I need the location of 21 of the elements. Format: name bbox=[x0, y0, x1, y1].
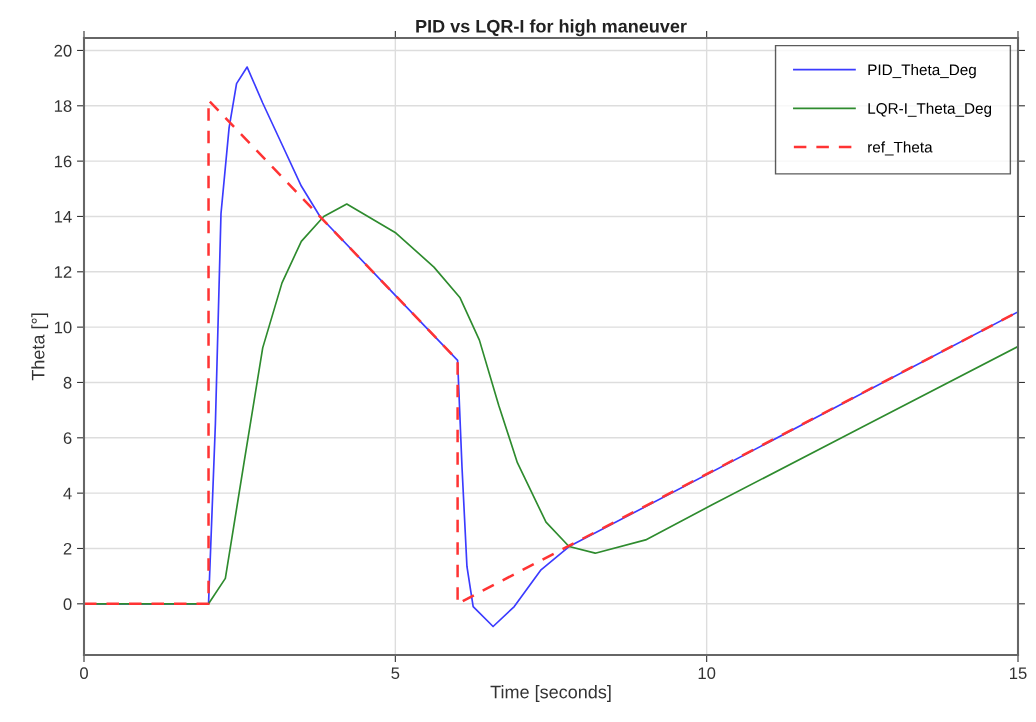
x-tick-label: 5 bbox=[391, 667, 400, 680]
y-tick-label: 0 bbox=[63, 598, 72, 611]
x-tick-label: 0 bbox=[80, 667, 88, 680]
y-tick-label: 14 bbox=[54, 211, 72, 223]
y-tick-label: 20 bbox=[54, 44, 72, 57]
y-tick-label: 10 bbox=[54, 321, 72, 334]
chart-title: PID vs LQR-I for high maneuver bbox=[416, 19, 687, 37]
x-axis-title: Time [seconds] bbox=[490, 685, 611, 702]
y-tick-label: 12 bbox=[54, 266, 72, 278]
legend-label: LQR-I_Theta_Deg bbox=[868, 102, 992, 117]
y-tick-label: 4 bbox=[63, 487, 72, 500]
y-tick-label: 6 bbox=[63, 432, 72, 445]
x-tick-label: 10 bbox=[698, 667, 716, 680]
y-tick-label: 8 bbox=[63, 376, 72, 389]
y-tick-label: 2 bbox=[63, 542, 72, 555]
legend-label: ref_Theta bbox=[868, 141, 933, 156]
y-tick-label: 16 bbox=[54, 155, 72, 168]
y-tick-label: 18 bbox=[54, 100, 72, 112]
x-tick-label: 15 bbox=[1010, 667, 1027, 680]
legend-label: PID_Theta_Deg bbox=[868, 63, 976, 79]
y-axis-title: Theta [°] bbox=[31, 313, 49, 381]
